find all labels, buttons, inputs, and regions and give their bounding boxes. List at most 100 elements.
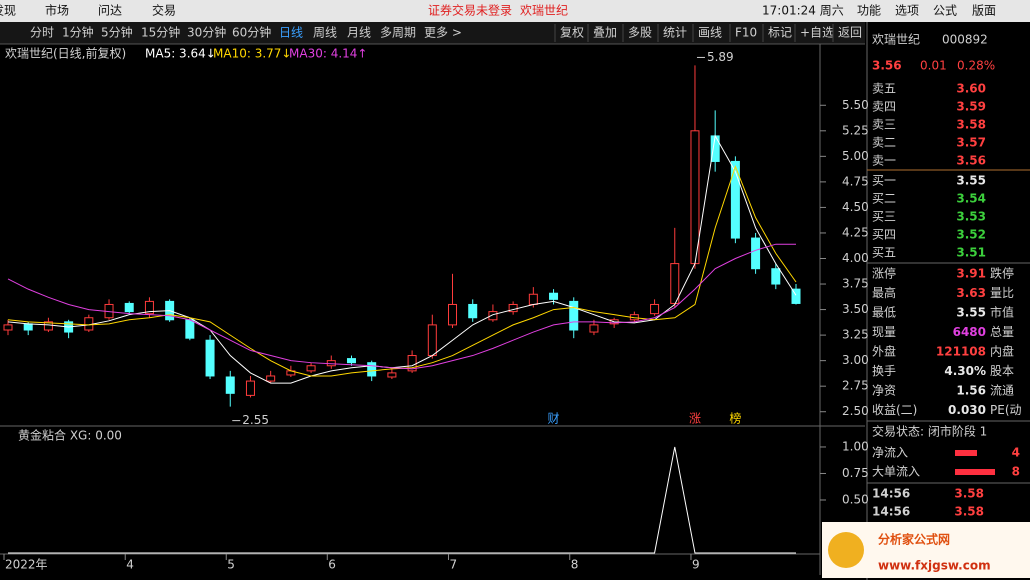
stat-label: 跌停 <box>990 266 1014 281</box>
toolbar-button[interactable]: 画线 <box>698 26 722 40</box>
candle-body <box>751 237 761 270</box>
x-tick-label: 6 <box>328 558 336 572</box>
candle-body <box>306 365 316 372</box>
toolbar-button[interactable]: F10 <box>735 26 757 40</box>
candle-body <box>185 319 195 339</box>
event-marker[interactable]: 榜 <box>729 411 741 426</box>
menu-item[interactable]: 选项 <box>895 4 919 18</box>
stat-label: 总量 <box>990 325 1014 339</box>
trade-price: 3.58 <box>954 487 984 501</box>
notice: 证券交易未登录 <box>428 3 512 18</box>
ask-label: 卖五 <box>872 82 896 96</box>
period-tab[interactable]: 1分钟 <box>62 25 94 40</box>
stat-label: 股本 <box>990 364 1014 378</box>
flow-bar <box>955 469 995 475</box>
stat-label: 现量 <box>872 325 896 339</box>
y-tick-label: 0.50 <box>842 492 869 506</box>
ask-price: 3.59 <box>956 100 986 114</box>
period-tab[interactable]: 15分钟 <box>141 25 180 40</box>
stock-name: 欢瑞世纪 <box>872 32 920 47</box>
y-tick-label: 4.25 <box>842 225 869 239</box>
menu-item[interactable]: 公式 <box>933 4 957 18</box>
toolbar-button[interactable]: 多股 <box>628 26 652 40</box>
price-annotation: 5.89 <box>707 50 734 64</box>
candle-body <box>710 135 720 162</box>
y-tick-label: 4.50 <box>842 200 869 214</box>
period-tab[interactable]: 月线 <box>347 26 371 40</box>
event-marker[interactable]: 涨 <box>689 411 701 426</box>
y-tick-label: 2.50 <box>842 404 869 418</box>
x-tick-label: 7 <box>450 558 458 572</box>
bid-label: 买二 <box>872 192 896 206</box>
toolbar-button[interactable]: 标记 <box>768 26 792 40</box>
ask-price: 3.58 <box>956 118 986 132</box>
candle-body <box>205 339 215 377</box>
stat-label: 量比 <box>990 286 1014 300</box>
stat-value: 6480 <box>953 325 986 339</box>
menu-item[interactable]: 版面 <box>972 4 996 18</box>
candle-body <box>245 380 255 396</box>
event-marker[interactable]: 财 <box>548 412 560 426</box>
ask-price: 3.57 <box>956 136 986 150</box>
period-tab[interactable]: 更多 > <box>424 26 462 40</box>
price-annotation: 2.55 <box>242 413 269 427</box>
flow-value: 8 <box>1012 465 1020 479</box>
change-pct: 0.28% <box>957 59 995 73</box>
trade-price: 3.58 <box>954 505 984 519</box>
period-tab[interactable]: 分时 <box>30 26 54 40</box>
watermark-title: 分析家公式网 <box>878 532 950 547</box>
stat-value: 3.91 <box>956 267 986 281</box>
menu-item[interactable]: 问达 <box>98 4 122 18</box>
x-tick-label: 9 <box>692 558 700 572</box>
price: 3.56 <box>872 59 902 73</box>
period-tab[interactable]: 日线 <box>279 26 303 40</box>
bid-price: 3.53 <box>956 210 986 224</box>
clock: 17:01:24 周六 <box>762 4 844 18</box>
stat-label: 市值 <box>990 305 1014 320</box>
period-tab[interactable]: 60分钟 <box>232 25 271 40</box>
period-tab[interactable]: 5分钟 <box>101 25 133 40</box>
candle-body <box>670 263 680 304</box>
x-tick-label: 8 <box>571 558 579 572</box>
bid-label: 买三 <box>872 210 896 224</box>
ask-label: 卖四 <box>872 100 896 114</box>
menu-item[interactable]: 功能 <box>857 4 881 18</box>
stat-label: 外盘 <box>872 344 896 359</box>
bid-price: 3.54 <box>956 192 986 206</box>
menu-item[interactable]: 市场 <box>45 3 69 18</box>
candle-body <box>569 300 579 331</box>
stat-label: 内盘 <box>990 344 1014 359</box>
candle-body <box>528 293 538 305</box>
stat-value: 0.030 <box>948 403 986 417</box>
bid-label: 买四 <box>872 228 896 242</box>
menu-item[interactable]: 发现 <box>0 3 16 18</box>
candle-body <box>448 303 458 326</box>
stock-code: 000892 <box>942 33 988 47</box>
period-tab[interactable]: 周线 <box>313 26 337 40</box>
toolbar-button[interactable]: 返回 <box>838 26 862 40</box>
toolbar-button[interactable]: +自选 <box>800 26 834 40</box>
toolbar-button[interactable]: 叠加 <box>593 26 617 40</box>
period-tab[interactable]: 30分钟 <box>187 25 226 40</box>
toolbar-button[interactable]: 统计 <box>663 26 687 40</box>
y-tick-label: 3.00 <box>842 353 869 367</box>
y-tick-label: 3.25 <box>842 328 869 342</box>
toolbar <box>0 22 865 44</box>
trade-time: 14:56 <box>872 505 910 519</box>
candle-body <box>771 268 781 285</box>
candle-body <box>266 375 276 382</box>
change: 0.01 <box>920 59 947 73</box>
ma-line <box>7 243 796 370</box>
flow-label: 净流入 <box>872 446 908 460</box>
menu-item[interactable]: 交易 <box>152 3 176 18</box>
stat-label: 收益(二) <box>872 403 917 417</box>
bid-price: 3.55 <box>956 174 986 188</box>
bid-price: 3.51 <box>956 246 986 260</box>
toolbar-button[interactable]: 复权 <box>560 26 584 40</box>
ma-legend: MA10: 3.77↓ <box>213 47 291 61</box>
stat-value: 121108 <box>936 345 986 359</box>
candle-body <box>508 303 518 313</box>
period-tab[interactable]: 多周期 <box>380 26 416 40</box>
candle-body <box>367 362 377 377</box>
